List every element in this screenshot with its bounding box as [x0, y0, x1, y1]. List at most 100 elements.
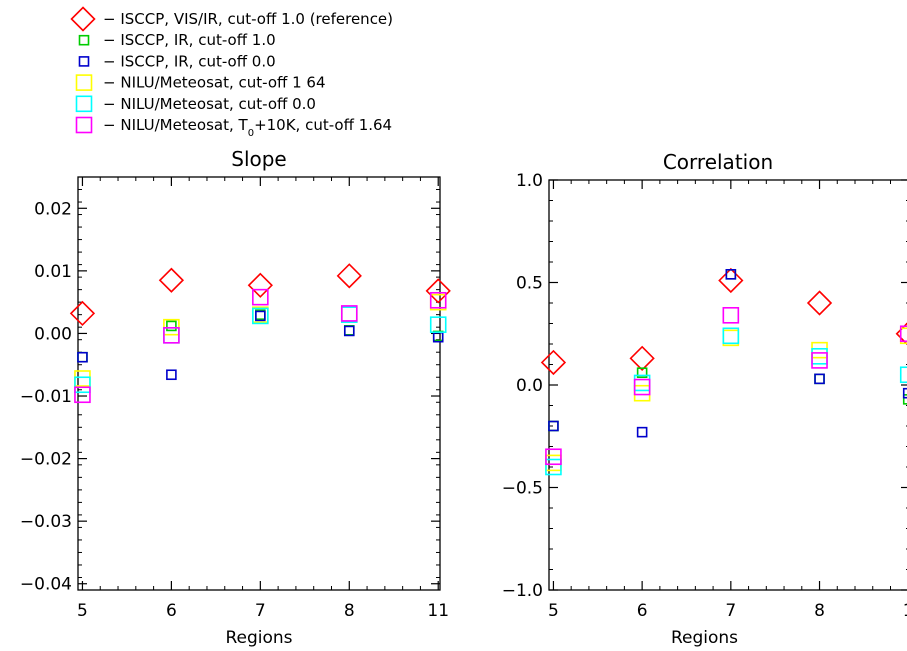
data-point-isccp-vis-ir-cut-off-1-0-reference-3 [806, 290, 833, 316]
series-isccp-vis-ir-cut-off-1-0-reference [69, 263, 451, 327]
x-axis-label: Regions [671, 628, 738, 648]
series-isccp-ir-cut-off-0-0 [77, 310, 444, 381]
series-isccp-ir-cut-off-1-0 [77, 309, 444, 363]
data-point-nilu-meteosat-cut-off-1-64-3 [811, 341, 828, 359]
y-tick-label: 0.02 [34, 199, 72, 219]
data-point-nilu-meteosat-cut-off-1-64-0 [545, 454, 562, 472]
y-tick-label: 1.0 [516, 171, 543, 191]
y-tick-label: 0.01 [34, 262, 72, 282]
data-point-nilu-meteosat-cut-off-0-0-3 [340, 306, 358, 323]
data-point-isccp-ir-cut-off-0-0-1 [636, 426, 648, 438]
data-point-isccp-ir-cut-off-1-0-4 [902, 394, 907, 405]
x-tick-label: 8 [344, 601, 355, 621]
x-tick-label: 7 [725, 601, 736, 621]
data-point-nilu-meteosat-cut-off-0-0-3 [811, 347, 828, 365]
x-tick-label: 7 [255, 601, 266, 621]
data-point-isccp-ir-cut-off-1-0-3 [814, 373, 825, 385]
data-point-nilu-meteosat-cut-off-0-0-4 [429, 316, 447, 333]
correlation-panel: Correlation Regions 5 6 7 8 1 −1.0 −0.5 0.0 0.5 1.0 [502, 150, 907, 648]
data-point-isccp-ir-cut-off-1-0-0 [77, 351, 88, 363]
data-point-isccp-ir-cut-off-0-0-3 [814, 373, 825, 385]
data-point-nilu-meteosat-t0-10k-cut-off-1-64-2 [722, 306, 740, 324]
data-point-nilu-meteosat-t0-10k-cut-off-1-64-1 [633, 378, 651, 396]
legend-marker-3 [75, 74, 93, 91]
series-nilu-meteosat-cut-off-1-64 [545, 327, 907, 472]
data-point-nilu-meteosat-cut-off-0-0-0 [545, 458, 562, 476]
legend-label-5: − NILU/Meteosat, T0+10K, cut-off 1.64 [103, 116, 392, 139]
y-tick-label: −0.02 [20, 450, 72, 470]
series-isccp-ir-cut-off-0-0 [548, 268, 907, 438]
data-point-isccp-vis-ir-cut-off-1-0-reference-4 [425, 278, 451, 304]
series-nilu-meteosat-cut-off-0-0 [545, 327, 907, 476]
data-point-isccp-ir-cut-off-0-0-3 [343, 325, 355, 337]
legend: − ISCCP, VIS/IR, cut-off 1.0 (reference)… [70, 6, 393, 139]
y-tick-label: −0.04 [20, 575, 72, 595]
data-point-nilu-meteosat-cut-off-1-64-1 [633, 384, 651, 402]
slope-panel: Slope Regions 5 6 7 8 11 −0.04 −0.03 −0.02 −0.01 0.… [20, 147, 451, 648]
y-tick-label: −1.0 [502, 581, 543, 601]
legend-marker-2 [78, 56, 90, 67]
series-nilu-meteosat-t0-10k-cut-off-1-64 [74, 288, 447, 404]
x-axis-label: Regions [225, 628, 292, 648]
series-isccp-ir-cut-off-1-0 [548, 268, 907, 432]
y-tick-label: −0.03 [20, 512, 72, 532]
legend-label-1: − ISCCP, IR, cut-off 1.0 [103, 31, 276, 49]
legend-label-2: − ISCCP, IR, cut-off 0.0 [103, 52, 276, 70]
series-isccp-vis-ir-cut-off-1-0-reference [540, 267, 907, 376]
x-tick-label: 1 [903, 601, 907, 621]
data-point-nilu-meteosat-t0-10k-cut-off-1-64-1 [163, 327, 180, 344]
data-point-nilu-meteosat-t0-10k-cut-off-1-64-0 [74, 386, 91, 404]
data-point-nilu-meteosat-t0-10k-cut-off-1-64-3 [811, 352, 828, 369]
data-point-isccp-vis-ir-cut-off-1-0-reference-2 [247, 272, 273, 298]
x-tick-label: 6 [637, 601, 648, 621]
x-tick-label: 11 [427, 601, 449, 621]
data-point-isccp-ir-cut-off-0-0-2 [725, 268, 737, 280]
plot-frame [548, 179, 907, 591]
data-point-nilu-meteosat-cut-off-1-64-3 [340, 306, 358, 323]
x-tick-label: 5 [548, 601, 559, 621]
data-point-isccp-ir-cut-off-0-0-4 [902, 387, 907, 399]
legend-marker-4 [75, 95, 93, 113]
data-point-isccp-ir-cut-off-0-0-1 [166, 369, 177, 381]
data-point-nilu-meteosat-cut-off-0-0-2 [252, 307, 269, 325]
x-tick-label: 5 [77, 601, 88, 621]
data-point-nilu-meteosat-cut-off-0-0-2 [722, 327, 740, 345]
data-point-isccp-vis-ir-cut-off-1-0-reference-0 [540, 349, 567, 376]
data-point-isccp-vis-ir-cut-off-1-0-reference-0 [69, 300, 96, 327]
legend-label-0: − ISCCP, VIS/IR, cut-off 1.0 (reference) [103, 10, 393, 28]
data-point-nilu-meteosat-t0-10k-cut-off-1-64-4 [429, 291, 447, 309]
plot-frame [77, 176, 441, 591]
x-tick-label: 6 [166, 601, 177, 621]
legend-marker-5 [75, 116, 93, 134]
data-point-nilu-meteosat-cut-off-0-0-4 [899, 366, 907, 384]
y-tick-label: 0.5 [516, 274, 543, 294]
data-point-nilu-meteosat-t0-10k-cut-off-1-64-0 [545, 448, 562, 466]
y-tick-label: −0.01 [20, 387, 72, 407]
data-point-isccp-vis-ir-cut-off-1-0-reference-1 [629, 345, 655, 371]
data-point-isccp-vis-ir-cut-off-1-0-reference-3 [336, 263, 362, 289]
data-point-isccp-ir-cut-off-0-0-2 [255, 310, 266, 322]
x-tick-label: 8 [814, 601, 825, 621]
data-point-isccp-ir-cut-off-1-0-1 [166, 320, 177, 332]
chart-title: Slope [231, 147, 287, 171]
y-tick-label: 0.0 [516, 376, 543, 396]
legend-label-3: − NILU/Meteosat, cut-off 1 64 [103, 74, 326, 92]
legend-marker-0 [70, 6, 96, 32]
chart-title: Correlation [663, 150, 773, 174]
data-point-isccp-ir-cut-off-0-0-0 [77, 351, 88, 363]
data-point-isccp-vis-ir-cut-off-1-0-reference-1 [158, 267, 185, 293]
data-point-nilu-meteosat-t0-10k-cut-off-1-64-4 [899, 325, 907, 343]
legend-marker-1 [78, 34, 90, 46]
y-tick-label: −0.5 [502, 479, 543, 499]
data-point-nilu-meteosat-t0-10k-cut-off-1-64-2 [252, 288, 269, 306]
data-point-isccp-vis-ir-cut-off-1-0-reference-2 [718, 267, 744, 294]
data-point-nilu-meteosat-t0-10k-cut-off-1-64-3 [340, 305, 358, 322]
data-point-nilu-meteosat-cut-off-1-64-0 [74, 370, 91, 387]
y-tick-label: 0.00 [34, 324, 72, 344]
data-point-isccp-ir-cut-off-1-0-1 [636, 367, 648, 379]
data-point-nilu-meteosat-cut-off-0-0-0 [74, 376, 91, 394]
legend-label-4: − NILU/Meteosat, cut-off 0.0 [103, 95, 316, 113]
data-point-isccp-ir-cut-off-0-0-0 [548, 420, 559, 432]
series-nilu-meteosat-t0-10k-cut-off-1-64 [545, 306, 907, 466]
